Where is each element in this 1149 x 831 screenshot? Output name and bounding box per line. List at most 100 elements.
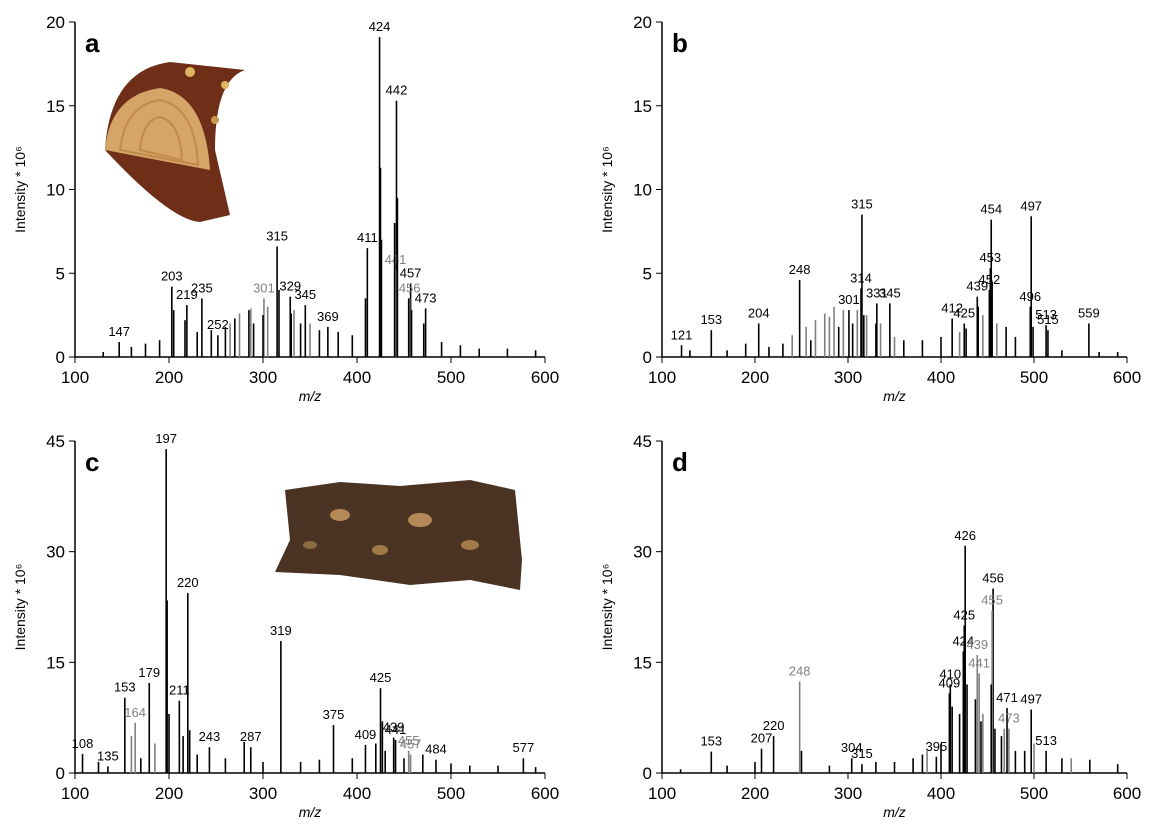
peak-label: 426 (954, 528, 976, 543)
peak-label: 457 (400, 265, 422, 280)
peak-label: 454 (980, 202, 1002, 217)
x-tick-label: 400 (927, 368, 955, 387)
peak-label: 425 (370, 670, 392, 685)
peak-label: 496 (1019, 289, 1041, 304)
peak-label: 441 (968, 655, 990, 670)
x-tick-label: 100 (61, 784, 89, 803)
y-tick-label: 10 (46, 181, 65, 200)
peak-label: 314 (850, 270, 872, 285)
peak-label: 135 (97, 748, 119, 763)
photo-wood-log (105, 62, 245, 222)
peak-label: 315 (851, 197, 873, 212)
peak-label: 153 (700, 734, 722, 749)
peak-label: 248 (789, 664, 811, 679)
y-tick-label: 0 (56, 764, 65, 783)
peak-label: 409 (355, 727, 377, 742)
peak-label: 441 (385, 252, 407, 267)
y-tick-label: 0 (56, 348, 65, 367)
peak-label: 147 (108, 324, 130, 339)
peak-label: 395 (925, 739, 947, 754)
peak-label: 442 (386, 83, 408, 98)
peak-label: 121 (671, 327, 693, 342)
figure: 05101520100200300400500600m/zIntensity *… (0, 0, 1149, 826)
x-tick-label: 200 (741, 368, 769, 387)
peak-label: 301 (253, 280, 275, 295)
peak-label: 315 (851, 746, 873, 761)
peak-label: 484 (425, 742, 447, 757)
x-tick-label: 200 (155, 368, 183, 387)
peak-label: 515 (1037, 312, 1059, 327)
peak-label: 497 (1020, 692, 1042, 707)
x-tick-label: 400 (343, 368, 371, 387)
peak-label: 456 (982, 571, 1004, 586)
peak-label: 220 (177, 575, 199, 590)
panel-letter: d (672, 447, 688, 477)
y-tick-label: 15 (633, 97, 652, 116)
y-tick-label: 20 (46, 13, 65, 32)
x-tick-label: 300 (834, 784, 862, 803)
y-tick-label: 30 (633, 543, 652, 562)
peak-label: 345 (879, 285, 901, 300)
x-axis-label: m/z (883, 388, 906, 404)
x-tick-label: 100 (648, 368, 676, 387)
y-tick-label: 15 (633, 653, 652, 672)
y-axis-label: Intensity * 10⁶ (599, 564, 615, 651)
peak-label: 179 (138, 665, 160, 680)
x-tick-label: 400 (343, 784, 371, 803)
y-axis-label: Intensity * 10⁶ (12, 564, 28, 651)
x-tick-label: 600 (531, 368, 559, 387)
peak-label: 164 (124, 705, 146, 720)
y-tick-label: 5 (56, 264, 65, 283)
peak-label: 153 (700, 312, 722, 327)
y-axis-label: Intensity * 10⁶ (599, 146, 615, 233)
y-tick-label: 0 (643, 764, 652, 783)
peak-label: 153 (114, 680, 136, 695)
peak-label: 473 (998, 711, 1020, 726)
peak-label: 203 (161, 269, 183, 284)
panel-letter: c (85, 447, 99, 477)
peak-label: 457 (400, 737, 422, 752)
y-tick-label: 15 (46, 97, 65, 116)
peak-label: 411 (357, 230, 378, 245)
peak-label: 456 (399, 280, 421, 295)
peak-label: 452 (979, 272, 1001, 287)
peak-label: 248 (789, 262, 811, 277)
x-tick-label: 500 (437, 784, 465, 803)
panel-letter: b (672, 28, 688, 58)
peak-label: 424 (369, 19, 391, 34)
peak-label: 315 (266, 228, 288, 243)
x-axis-label: m/z (299, 804, 322, 820)
y-tick-label: 10 (633, 181, 652, 200)
peak-label: 301 (838, 292, 860, 307)
x-tick-label: 300 (834, 368, 862, 387)
peak-label: 410 (939, 666, 961, 681)
peak-label: 453 (979, 250, 1001, 265)
x-axis-label: m/z (299, 388, 322, 404)
peak-label: 471 (996, 690, 1018, 705)
panel-letter: a (85, 28, 100, 58)
peak-label: 108 (72, 736, 94, 751)
peak-label: 375 (323, 707, 345, 722)
peak-label: 197 (155, 431, 177, 446)
y-tick-label: 20 (633, 13, 652, 32)
peak-label: 497 (1020, 198, 1042, 213)
x-axis-label: m/z (883, 804, 906, 820)
y-tick-label: 15 (46, 653, 65, 672)
peak-label: 211 (169, 683, 190, 698)
x-tick-label: 500 (1020, 784, 1048, 803)
y-tick-label: 45 (633, 432, 652, 451)
y-tick-label: 0 (643, 348, 652, 367)
peak-label: 369 (317, 309, 339, 324)
peak-label: 439 (966, 637, 988, 652)
x-tick-label: 200 (155, 784, 183, 803)
x-tick-label: 200 (741, 784, 769, 803)
y-axis-label: Intensity * 10⁶ (12, 146, 28, 233)
peak-label: 455 (981, 593, 1003, 608)
x-tick-label: 500 (437, 368, 465, 387)
peak-label: 577 (513, 740, 535, 755)
peak-label: 220 (763, 718, 785, 733)
peak-label: 243 (199, 729, 221, 744)
x-tick-label: 600 (1113, 368, 1141, 387)
peak-label: 235 (191, 280, 213, 295)
x-tick-label: 300 (249, 368, 277, 387)
